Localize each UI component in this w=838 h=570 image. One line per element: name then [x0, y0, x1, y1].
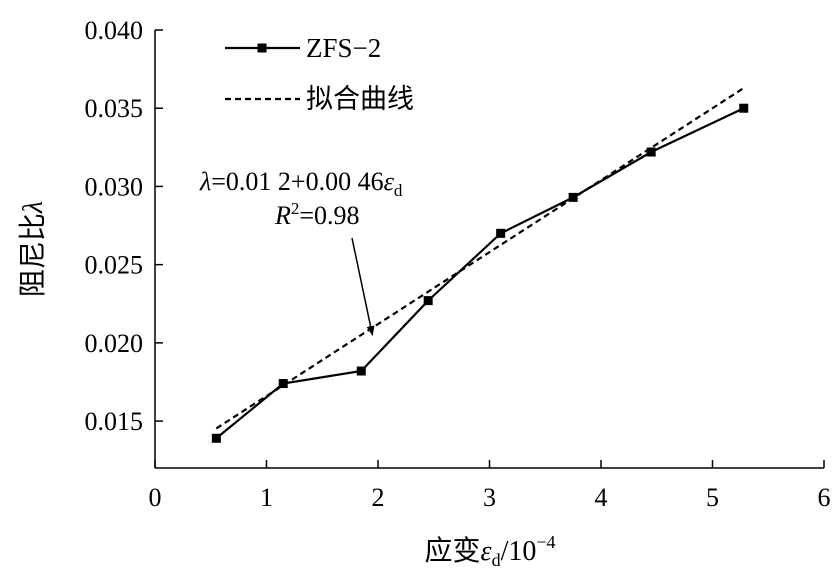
y-tick-label: 0.025 [85, 251, 144, 280]
data-line [215, 107, 745, 440]
data-point [211, 433, 221, 443]
fit-line [215, 87, 745, 430]
data-point [278, 379, 288, 389]
x-axis-title-sup: −4 [536, 532, 555, 552]
data-points [211, 103, 749, 443]
y-tick-label: 0.040 [85, 16, 144, 45]
y-tick-label: 0.020 [85, 329, 144, 358]
legend: ZFS−2 拟合曲线 [225, 33, 414, 114]
y-tick-label: 0.035 [85, 94, 144, 123]
r-squared: R2=0.98 [274, 199, 360, 230]
y-axis-title-symbol: λ [18, 201, 49, 214]
r-squared-symbol: R [274, 201, 291, 230]
x-tick-label: 4 [595, 483, 608, 512]
x-tick-label: 0 [149, 483, 162, 512]
y-axis-title: 阻尼比λ [17, 201, 49, 297]
legend-square-marker [257, 43, 267, 53]
x-tick-label: 2 [372, 483, 385, 512]
y-axis-title-main: 阻尼比 [17, 213, 49, 297]
x-axis-title-sub: d [492, 550, 501, 570]
data-point [356, 366, 366, 376]
fit-equation-text: =0.01 2+0.00 46 [211, 167, 383, 196]
r-squared-sup: 2 [291, 199, 300, 218]
x-tick-label: 1 [260, 483, 273, 512]
data-point [423, 296, 433, 306]
y-tick-label: 0.030 [85, 172, 144, 201]
data-point [496, 228, 506, 238]
x-axis-title: 应变εd/10−4 [425, 532, 556, 570]
fit-equation: λ=0.01 2+0.00 46εd [199, 167, 403, 200]
legend-label-series: ZFS−2 [306, 33, 381, 63]
x-tick-label: 6 [818, 483, 831, 512]
y-tick-label: 0.015 [85, 407, 144, 436]
data-point [739, 103, 749, 113]
x-ticks: 0 1 2 3 4 5 6 [149, 460, 831, 512]
r-squared-text: =0.98 [299, 201, 359, 230]
y-ticks: 0.015 0.020 0.025 0.030 0.035 0.040 [85, 16, 163, 436]
x-axis-title-unit: /10 [501, 536, 537, 567]
data-point [646, 147, 656, 157]
x-axis-title-symbol: ε [481, 536, 492, 567]
fit-equation-sub: d [394, 181, 403, 200]
fit-equation-symbol: λ [199, 167, 211, 196]
annotation-arrow [351, 237, 375, 337]
data-point [568, 192, 578, 202]
x-tick-label: 3 [483, 483, 496, 512]
legend-label-fit: 拟合曲线 [306, 84, 414, 114]
x-axis-title-main: 应变 [425, 535, 481, 567]
fit-equation-eps: ε [384, 167, 395, 196]
x-tick-label: 5 [706, 483, 719, 512]
